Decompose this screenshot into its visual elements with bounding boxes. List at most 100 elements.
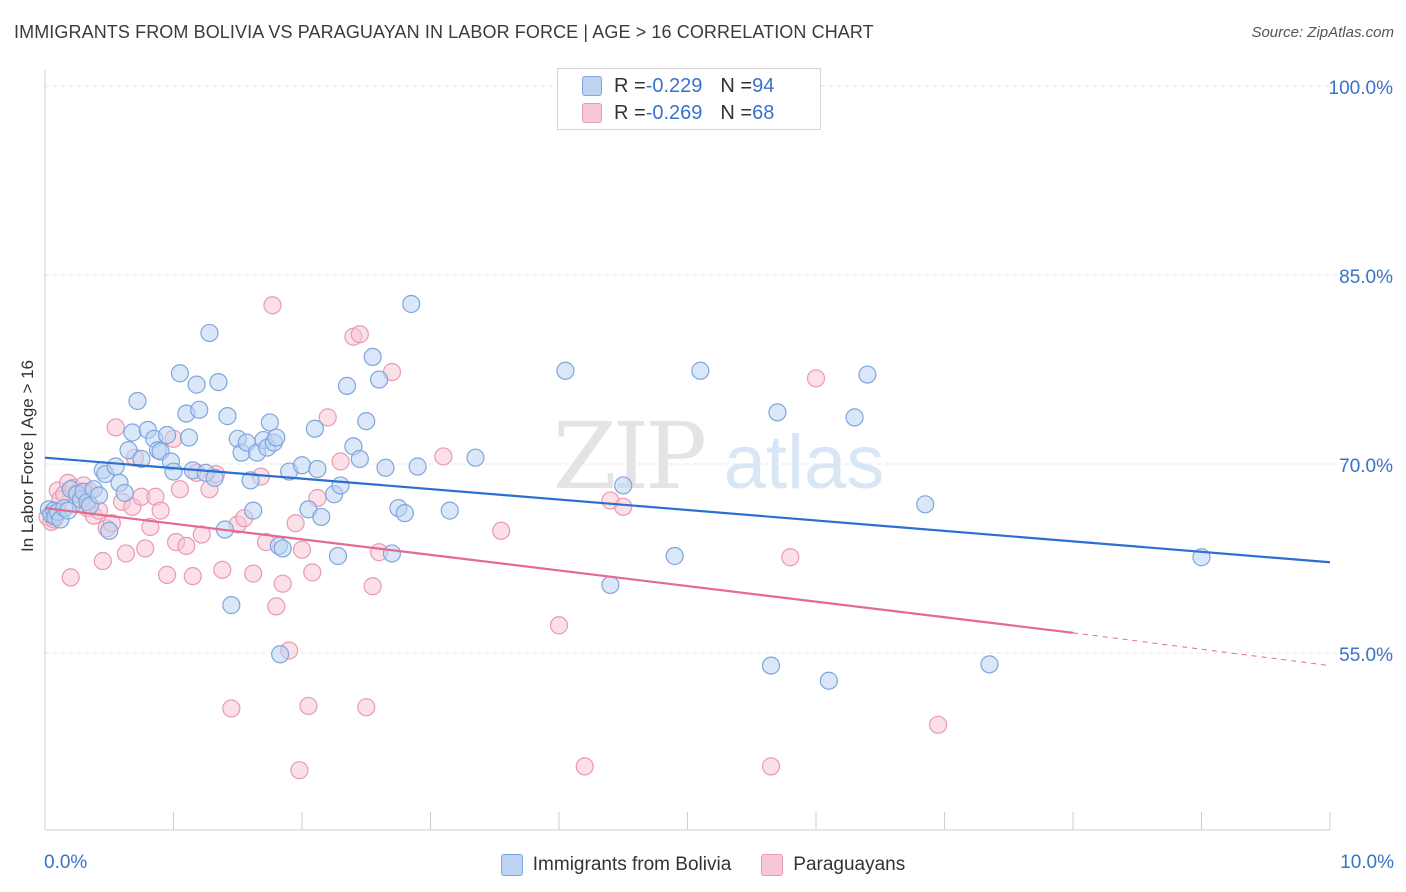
point-bolivia (170, 364, 190, 383)
point-bolivia (980, 655, 999, 674)
point-paraguayans (928, 715, 948, 734)
point-bolivia (819, 671, 838, 690)
y-tick-label: 70.0% (1339, 456, 1393, 477)
correlation-legend: R = -0.229 N = 94 R = -0.269 N = 68 (557, 68, 821, 130)
point-bolivia (395, 504, 414, 523)
point-bolivia (271, 645, 290, 664)
point-bolivia (244, 501, 263, 520)
point-bolivia (205, 468, 224, 487)
point-bolivia (845, 408, 864, 427)
point-bolivia (761, 656, 781, 675)
r-label: R = (614, 101, 646, 124)
n-value: 68 (752, 101, 775, 124)
legend-row-paraguayans: R = -0.269 N = 68 (582, 101, 774, 125)
point-bolivia (100, 521, 119, 540)
point-paraguayans (363, 577, 382, 596)
point-paraguayans (292, 540, 312, 559)
point-paraguayans (492, 521, 511, 540)
point-bolivia (402, 294, 421, 314)
legend-item-bolivia[interactable]: Immigrants from Bolivia (500, 854, 732, 876)
point-bolivia (691, 361, 710, 380)
point-bolivia (556, 361, 575, 380)
point-bolivia (157, 425, 177, 445)
point-paraguayans (116, 544, 136, 563)
legend-row-bolivia: R = -0.229 N = 94 (582, 74, 774, 98)
point-paraguayans (806, 369, 826, 388)
point-bolivia (305, 419, 324, 438)
x-axis-min-label: 0.0% (44, 852, 88, 873)
point-bolivia (106, 457, 125, 476)
point-bolivia (466, 448, 485, 467)
point-bolivia (331, 476, 350, 495)
point-bolivia (768, 403, 787, 422)
point-bolivia (241, 471, 260, 490)
n-value: 94 (752, 74, 775, 97)
point-paraguayans (106, 418, 125, 437)
y-tick-label: 85.0% (1339, 267, 1393, 288)
point-bolivia (89, 486, 109, 505)
point-paraguayans (614, 497, 633, 516)
point-paraguayans (434, 447, 453, 466)
point-bolivia (267, 428, 286, 447)
point-bolivia (382, 544, 402, 563)
x-axis-max-label: 10.0% (1340, 852, 1394, 873)
point-paraguayans (177, 536, 196, 556)
point-bolivia (292, 456, 312, 475)
point-bolivia (179, 428, 199, 447)
point-bolivia (187, 375, 206, 394)
point-bolivia (164, 462, 183, 481)
point-bolivia (376, 458, 395, 477)
point-bolivia (123, 423, 142, 442)
legend-swatch-blue (582, 76, 602, 96)
legend-label-paraguayans: Paraguayans (793, 854, 906, 875)
point-bolivia (370, 370, 389, 389)
point-bolivia (222, 596, 241, 615)
point-paraguayans (151, 501, 170, 520)
point-paraguayans (263, 296, 282, 315)
point-paraguayans (350, 325, 369, 344)
legend-swatch-blue (500, 854, 523, 876)
point-paraguayans (303, 563, 322, 582)
r-label: R = (614, 74, 646, 97)
point-bolivia (200, 323, 219, 343)
point-paraguayans (575, 757, 594, 776)
point-bolivia (308, 459, 327, 479)
point-bolivia (858, 365, 877, 384)
legend-swatch-pink (582, 103, 602, 123)
legend-item-paraguayans[interactable]: Paraguayans (761, 854, 905, 876)
y-tick-labels: 100.0% 85.0% 70.0% 55.0% (1329, 78, 1394, 666)
point-paraguayans (549, 616, 569, 635)
trend-line-paraguayans (44, 507, 1074, 634)
source-label: Source: ZipAtlas.com (1251, 24, 1394, 41)
series-legend: Immigrants from Bolivia Paraguayans (0, 852, 1406, 878)
point-bolivia (119, 441, 138, 460)
point-bolivia (328, 546, 348, 566)
axes (44, 70, 1331, 831)
point-paraguayans (61, 568, 80, 587)
point-bolivia (337, 376, 357, 395)
point-paraguayans (183, 567, 202, 586)
point-bolivia (260, 413, 279, 432)
chart-title: IMMIGRANTS FROM BOLIVIA VS PARAGUAYAN IN… (14, 22, 874, 42)
point-bolivia (363, 347, 382, 366)
point-bolivia (312, 507, 331, 527)
point-paraguayans (141, 517, 160, 537)
trend-line-bolivia (44, 456, 1331, 564)
point-bolivia (916, 495, 935, 514)
point-paraguayans (136, 539, 155, 558)
point-paraguayans (761, 757, 781, 776)
point-bolivia (601, 575, 620, 595)
point-paraguayans (157, 565, 177, 584)
point-bolivia (350, 449, 369, 469)
point-paraguayans (286, 514, 305, 533)
n-label: N = (720, 101, 753, 124)
point-paraguayans (93, 551, 112, 571)
point-bolivia (357, 412, 376, 431)
point-bolivia (128, 391, 147, 411)
watermark-zip: ZIP (553, 403, 704, 510)
point-bolivia (209, 373, 228, 392)
point-bolivia (665, 546, 684, 566)
legend-label-bolivia: Immigrants from Bolivia (532, 854, 732, 875)
point-paraguayans (357, 698, 376, 717)
